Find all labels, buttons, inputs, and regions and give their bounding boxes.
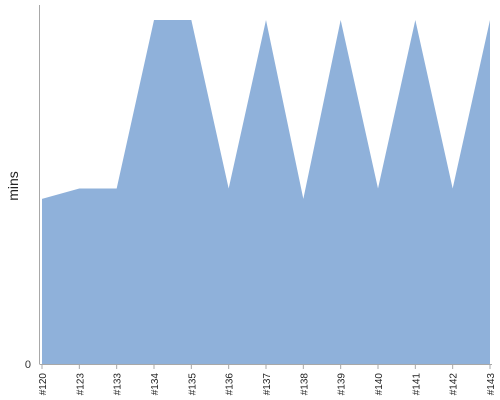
x-tick-label: #140	[374, 373, 385, 396]
y-axis-label: mins	[5, 171, 21, 201]
x-tick-label: #142	[449, 373, 460, 396]
y-axis-ticks: 0	[25, 359, 31, 371]
x-axis-ticks: #120 #123 #133 #134 #135 #136 #137 #138 #139 #140…	[38, 364, 497, 395]
y-tick-label: 0	[25, 359, 31, 371]
x-tick-label: #120	[38, 373, 49, 396]
x-tick-label: #137	[262, 373, 273, 396]
area-layer	[42, 20, 490, 364]
x-tick-label: #143	[486, 373, 497, 396]
x-tick-label: #136	[225, 373, 236, 396]
area-series	[42, 20, 490, 364]
x-tick-label: #123	[75, 373, 86, 396]
x-tick-label: #134	[150, 373, 161, 396]
x-tick-label: #141	[411, 373, 422, 396]
x-tick-label: #139	[337, 373, 348, 396]
x-tick-label: #135	[187, 373, 198, 396]
x-tick-label: #138	[299, 373, 310, 396]
x-tick-label: #133	[113, 373, 124, 396]
